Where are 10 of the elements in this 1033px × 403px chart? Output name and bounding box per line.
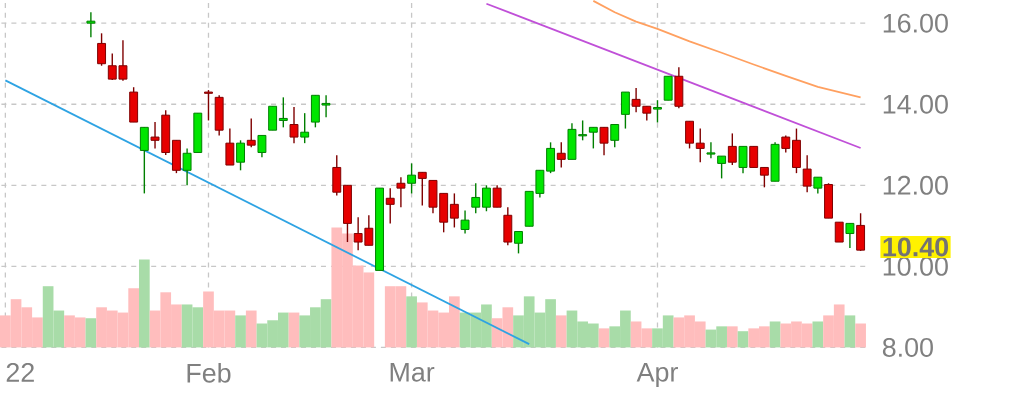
x-tick-label: Mar: [390, 362, 435, 382]
x-tick-label: Apr: [636, 362, 678, 387]
y-tick-label: 14.00: [883, 94, 948, 114]
y-tick-label: 16.00: [883, 13, 948, 33]
y-tick-label: 12.00: [883, 175, 948, 195]
y-tick-label: 8.00: [882, 337, 933, 357]
x-tick-label: 22: [6, 362, 34, 382]
text: 10.40: [883, 237, 949, 257]
x-tick-label: Feb: [187, 362, 231, 383]
line-series: [592, 0, 862, 99]
